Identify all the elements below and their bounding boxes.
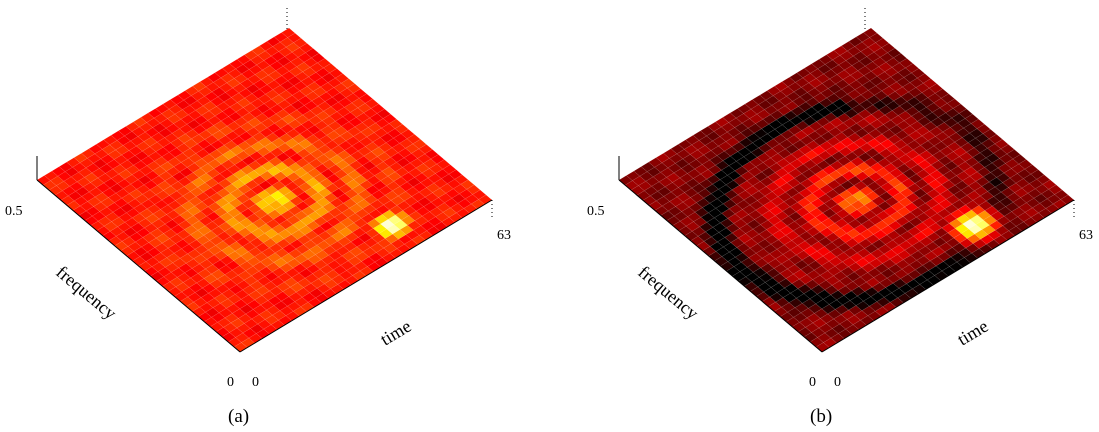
x-tick-origin-label: 0 — [834, 375, 841, 390]
x-tick-end-label: 63 — [497, 228, 511, 243]
axes-a — [36, 8, 493, 353]
surface-heatmap-b — [618, 27, 1075, 353]
frequency-axis-line — [618, 179, 823, 353]
panel-b: 0.5 63 0 0 frequency time (b) — [587, 8, 1093, 427]
panel-label-a: (a) — [228, 406, 249, 427]
surface-cell — [863, 27, 878, 38]
y-tick-origin-label: 0 — [227, 375, 234, 390]
frequency-axis-label: frequency — [52, 262, 120, 324]
time-axis-label: time — [377, 316, 415, 350]
panel-label-b: (b) — [810, 406, 832, 427]
y-tick-top-label: 0.5 — [587, 204, 605, 219]
axes-b — [618, 8, 1075, 353]
time-axis-line — [821, 199, 1075, 353]
y-tick-origin-label: 0 — [809, 375, 816, 390]
x-tick-end-label: 63 — [1079, 228, 1093, 243]
time-axis-label: time — [954, 316, 992, 350]
time-axis-line — [239, 199, 493, 353]
panel-a: 0.5 63 0 0 frequency time (a) — [5, 8, 511, 427]
surface-cell — [281, 27, 296, 38]
y-tick-top-label: 0.5 — [5, 204, 23, 219]
frequency-axis-line — [36, 179, 241, 353]
x-tick-origin-label: 0 — [252, 375, 259, 390]
frequency-axis-label: frequency — [634, 262, 702, 324]
